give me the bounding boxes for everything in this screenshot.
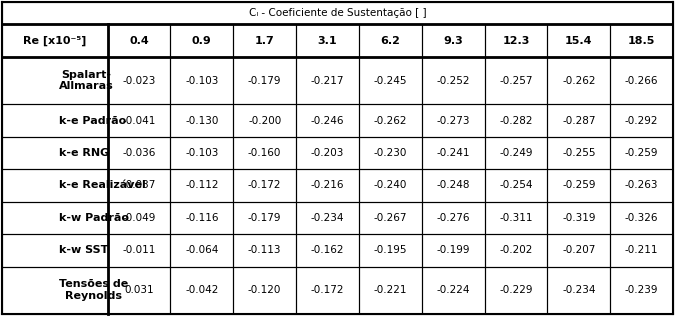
Text: -0.292: -0.292 [625, 116, 658, 125]
Text: -0.011: -0.011 [122, 245, 156, 255]
Text: -0.311: -0.311 [500, 213, 533, 223]
Text: -0.252: -0.252 [436, 76, 470, 86]
Text: k-e RNG: k-e RNG [59, 148, 109, 158]
Text: -0.259: -0.259 [562, 180, 595, 191]
Text: Tensões de
Reynolds: Tensões de Reynolds [59, 279, 128, 301]
Text: -0.234: -0.234 [310, 213, 344, 223]
Text: -0.179: -0.179 [248, 76, 281, 86]
Text: 6.2: 6.2 [380, 36, 400, 46]
Text: -0.064: -0.064 [185, 245, 219, 255]
Text: k-w SST: k-w SST [59, 245, 108, 255]
Text: Re [x10⁻⁵]: Re [x10⁻⁵] [23, 36, 86, 46]
Text: -0.326: -0.326 [625, 213, 658, 223]
Text: -0.255: -0.255 [562, 148, 595, 158]
Text: -0.120: -0.120 [248, 285, 281, 295]
Text: -0.211: -0.211 [625, 245, 658, 255]
Text: -0.259: -0.259 [625, 148, 658, 158]
Text: -0.273: -0.273 [436, 116, 470, 125]
Text: 3.1: 3.1 [318, 36, 338, 46]
Text: 12.3: 12.3 [502, 36, 530, 46]
Text: -0.036: -0.036 [122, 148, 156, 158]
Text: -0.254: -0.254 [500, 180, 533, 191]
Text: -0.246: -0.246 [310, 116, 344, 125]
Text: 15.4: 15.4 [565, 36, 593, 46]
Text: -0.103: -0.103 [185, 148, 219, 158]
Text: 0.031: 0.031 [124, 285, 154, 295]
Text: -0.276: -0.276 [436, 213, 470, 223]
Text: -0.234: -0.234 [562, 285, 595, 295]
Text: -0.263: -0.263 [625, 180, 658, 191]
Text: -0.179: -0.179 [248, 213, 281, 223]
Text: -0.130: -0.130 [185, 116, 219, 125]
Text: -0.287: -0.287 [562, 116, 595, 125]
Text: -0.217: -0.217 [310, 76, 344, 86]
Text: -0.221: -0.221 [373, 285, 407, 295]
Text: -0.241: -0.241 [436, 148, 470, 158]
Text: k-w Padrão: k-w Padrão [59, 213, 129, 223]
Text: -0.200: -0.200 [248, 116, 281, 125]
Text: -0.023: -0.023 [122, 76, 156, 86]
Text: -0.037: -0.037 [122, 180, 156, 191]
Text: -0.262: -0.262 [373, 116, 407, 125]
Text: 18.5: 18.5 [628, 36, 655, 46]
Text: -0.202: -0.202 [500, 245, 533, 255]
Text: -0.229: -0.229 [500, 285, 533, 295]
Text: -0.282: -0.282 [500, 116, 533, 125]
Text: -0.224: -0.224 [436, 285, 470, 295]
Text: -0.162: -0.162 [310, 245, 344, 255]
Text: -0.116: -0.116 [185, 213, 219, 223]
Text: -0.257: -0.257 [500, 76, 533, 86]
Text: Cₗ - Coeficiente de Sustentação [ ]: Cₗ - Coeficiente de Sustentação [ ] [248, 8, 427, 18]
Text: -0.172: -0.172 [248, 180, 281, 191]
Text: -0.103: -0.103 [185, 76, 219, 86]
Text: -0.160: -0.160 [248, 148, 281, 158]
Text: k-e Realizável: k-e Realizável [59, 180, 146, 191]
Text: -0.230: -0.230 [373, 148, 407, 158]
Text: -0.262: -0.262 [562, 76, 595, 86]
Text: 0.4: 0.4 [129, 36, 149, 46]
Text: 9.3: 9.3 [443, 36, 463, 46]
Text: Spalart-
Allmaras: Spalart- Allmaras [59, 70, 113, 91]
Text: 0.9: 0.9 [192, 36, 212, 46]
Text: -0.112: -0.112 [185, 180, 219, 191]
Text: -0.195: -0.195 [373, 245, 407, 255]
Text: -0.216: -0.216 [310, 180, 344, 191]
Text: -0.266: -0.266 [625, 76, 658, 86]
Text: -0.041: -0.041 [122, 116, 156, 125]
Text: k-e Padrão: k-e Padrão [59, 116, 126, 125]
Text: -0.240: -0.240 [373, 180, 407, 191]
Text: -0.203: -0.203 [310, 148, 344, 158]
Text: 1.7: 1.7 [254, 36, 275, 46]
Text: -0.172: -0.172 [310, 285, 344, 295]
Text: -0.049: -0.049 [122, 213, 156, 223]
Text: -0.199: -0.199 [436, 245, 470, 255]
Text: -0.267: -0.267 [373, 213, 407, 223]
Text: -0.249: -0.249 [500, 148, 533, 158]
Text: -0.245: -0.245 [373, 76, 407, 86]
Text: -0.239: -0.239 [625, 285, 658, 295]
Text: -0.319: -0.319 [562, 213, 595, 223]
Text: -0.042: -0.042 [185, 285, 219, 295]
Text: -0.248: -0.248 [436, 180, 470, 191]
Text: -0.113: -0.113 [248, 245, 281, 255]
Text: -0.207: -0.207 [562, 245, 595, 255]
